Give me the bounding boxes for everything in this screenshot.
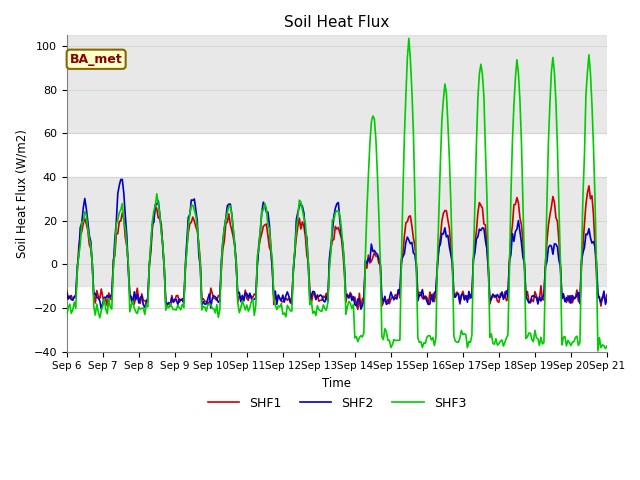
Text: BA_met: BA_met bbox=[70, 53, 122, 66]
Title: Soil Heat Flux: Soil Heat Flux bbox=[284, 15, 390, 30]
SHF3 bbox=[594, 348, 602, 354]
Line: SHF1: SHF1 bbox=[67, 186, 607, 310]
SHF2 bbox=[78, 220, 86, 226]
SHF3 bbox=[405, 36, 413, 41]
SHF1 bbox=[603, 292, 611, 298]
SHF1 bbox=[585, 183, 593, 189]
SHF1 bbox=[402, 220, 410, 226]
Legend: SHF1, SHF2, SHF3: SHF1, SHF2, SHF3 bbox=[203, 392, 471, 415]
Y-axis label: Soil Heat Flux (W/m2): Soil Heat Flux (W/m2) bbox=[15, 129, 28, 258]
SHF2 bbox=[603, 296, 611, 302]
SHF3 bbox=[401, 134, 408, 140]
SHF1 bbox=[372, 253, 380, 259]
SHF3 bbox=[388, 342, 396, 348]
Line: SHF2: SHF2 bbox=[67, 180, 607, 309]
SHF1 bbox=[539, 297, 547, 302]
SHF3 bbox=[63, 313, 70, 319]
SHF3 bbox=[371, 116, 378, 122]
SHF1 bbox=[163, 302, 171, 308]
SHF2 bbox=[374, 252, 381, 257]
SHF3 bbox=[163, 303, 171, 309]
SHF1 bbox=[63, 288, 70, 293]
SHF1 bbox=[390, 295, 397, 300]
SHF2 bbox=[404, 234, 412, 240]
X-axis label: Time: Time bbox=[323, 377, 351, 390]
SHF2 bbox=[63, 290, 70, 296]
SHF2 bbox=[97, 306, 105, 312]
SHF3 bbox=[603, 343, 611, 349]
Line: SHF3: SHF3 bbox=[67, 38, 607, 351]
SHF2 bbox=[540, 292, 548, 298]
SHF2 bbox=[392, 295, 399, 300]
SHF1 bbox=[354, 307, 362, 312]
SHF1 bbox=[78, 228, 86, 234]
Bar bbox=[67, 177, 607, 286]
SHF3 bbox=[78, 219, 86, 225]
SHF3 bbox=[539, 341, 547, 347]
SHF2 bbox=[118, 177, 126, 182]
Bar bbox=[67, 36, 607, 133]
SHF2 bbox=[166, 301, 174, 307]
